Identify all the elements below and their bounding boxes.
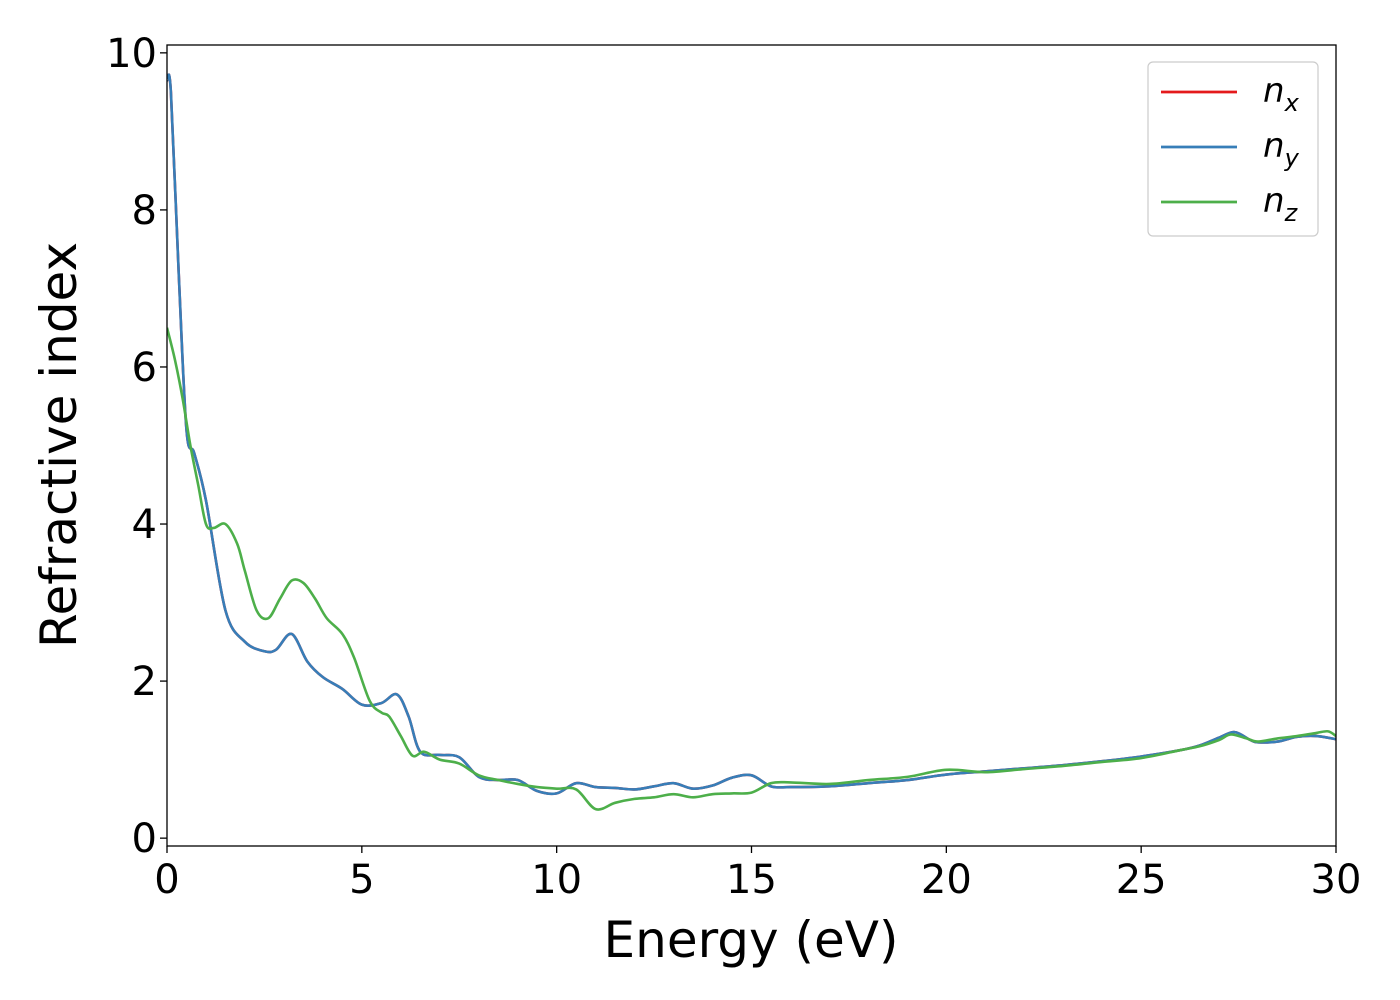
x-tick-label: 25 xyxy=(1116,857,1167,903)
y-tick-label: 8 xyxy=(132,188,157,234)
x-tick-label: 30 xyxy=(1311,857,1362,903)
y-tick-label: 10 xyxy=(106,31,157,77)
x-axis-label: Energy (eV) xyxy=(604,911,899,969)
x-tick-label: 0 xyxy=(154,857,179,903)
series-layer xyxy=(167,73,1336,811)
legend-box xyxy=(1147,61,1319,237)
x-axis-ticks: 0 5 10 15 20 25 30 xyxy=(154,846,1361,903)
y-tick-label: 6 xyxy=(132,345,157,391)
x-tick-label: 5 xyxy=(349,857,374,903)
y-tick-label: 4 xyxy=(132,502,157,548)
y-axis-label: Refractive index xyxy=(30,242,88,648)
x-tick-label: 15 xyxy=(726,857,777,903)
series-line-nz xyxy=(167,327,1336,811)
y-tick-label: 0 xyxy=(132,816,157,862)
x-tick-label: 20 xyxy=(921,857,972,903)
y-axis-ticks: 0 2 4 6 8 10 xyxy=(106,31,167,862)
y-tick-label: 2 xyxy=(132,659,157,705)
x-tick-label: 10 xyxy=(531,857,582,903)
